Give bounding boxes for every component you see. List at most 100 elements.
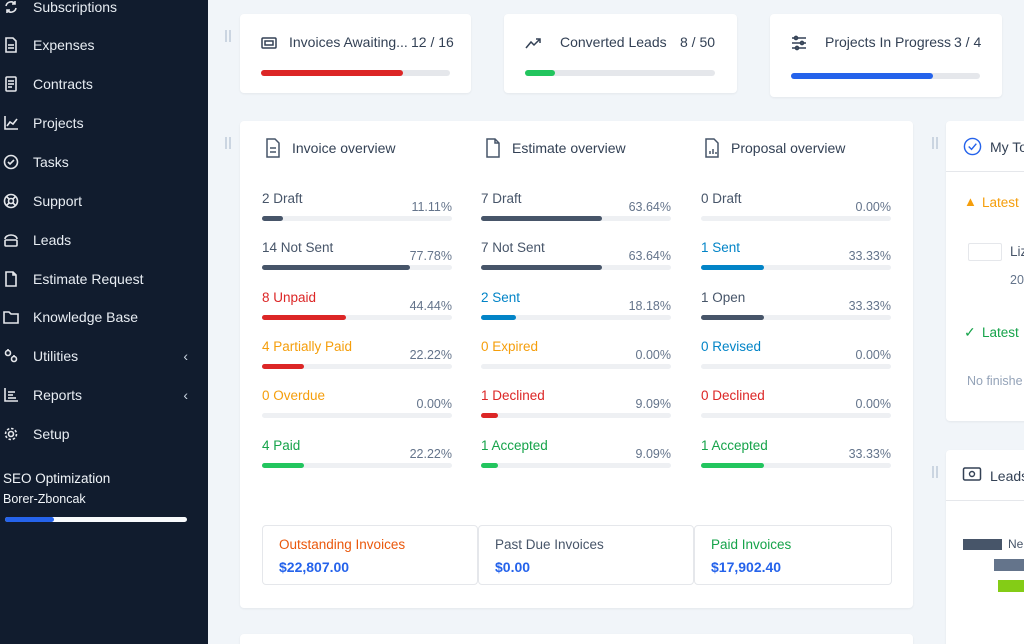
todo-card: My To ▲ Latest Liz 20 ✓ Latest No finish… [946, 121, 1024, 421]
row-label: 0 Expired [481, 339, 539, 354]
row-progress-track [262, 364, 452, 369]
summary-paid-invoices[interactable]: Paid Invoices $17,902.40 [694, 525, 892, 585]
estimate-overview-row[interactable]: 7 Not Sent 63.64% [481, 234, 671, 274]
proposal-overview-title[interactable]: Proposal overview [703, 138, 845, 158]
row-percent: 44.44% [409, 299, 452, 313]
chart-bar [998, 580, 1024, 592]
invoice-overview-title[interactable]: Invoice overview [264, 138, 396, 158]
drag-handle[interactable] [224, 30, 232, 42]
row-label: 7 Not Sent [481, 240, 545, 255]
proposal-overview-row[interactable]: 1 Sent 33.33% [701, 234, 891, 274]
chart-icon [2, 114, 20, 132]
chevron-left-icon[interactable]: ‹ [183, 387, 188, 403]
row-progress-track [701, 463, 891, 468]
row-progress-track [481, 364, 671, 369]
proposal-overview-row[interactable]: 1 Accepted 33.33% [701, 432, 891, 472]
summary-past-due-invoices[interactable]: Past Due Invoices $0.00 [478, 525, 694, 585]
row-progress-fill [481, 463, 499, 468]
row-label: 1 Sent [701, 240, 741, 255]
proposal-overview-row[interactable]: 0 Declined 0.00% [701, 382, 891, 422]
estimate-overview-row[interactable]: 1 Accepted 9.09% [481, 432, 671, 472]
sidebar-item-reports[interactable]: Reports ‹ [0, 380, 208, 410]
summary-value: $22,807.00 [279, 559, 350, 575]
invoice-overview-row[interactable]: 14 Not Sent 77.78% [262, 234, 452, 274]
invoice-overview-row[interactable]: 2 Draft 11.11% [262, 185, 452, 225]
drag-handle[interactable] [224, 137, 232, 149]
todo-item-name[interactable]: Liz [1010, 244, 1024, 259]
estimate-overview-row[interactable]: 1 Declined 9.09% [481, 382, 671, 422]
chart-bar [994, 559, 1024, 571]
invoice-overview-row[interactable]: 0 Overdue 0.00% [262, 382, 452, 422]
drag-handle[interactable] [931, 466, 939, 478]
invoice-overview-row[interactable]: 4 Partially Paid 22.22% [262, 333, 452, 373]
row-label: 1 Accepted [481, 438, 548, 453]
sidebar-item-label: Support [33, 193, 83, 209]
sidebar-item-subscriptions[interactable]: Subscriptions [0, 0, 208, 22]
sidebar-item-projects[interactable]: Projects [0, 108, 208, 138]
row-progress-track [701, 216, 891, 221]
row-percent: 0.00% [855, 200, 891, 214]
sidebar-item-utilities[interactable]: Utilities ‹ [0, 341, 208, 371]
stat-value: 12 / 16 [411, 34, 454, 50]
row-progress-fill [701, 315, 765, 320]
stat-label: Projects In Progress [825, 34, 952, 50]
bottom-card [240, 634, 913, 644]
proposal-overview-row[interactable]: 0 Revised 0.00% [701, 333, 891, 373]
sidebar: Subscriptions Expenses Contracts Projects Ta… [0, 0, 208, 644]
estimate-overview-title[interactable]: Estimate overview [484, 138, 626, 158]
sidebar-item-knowledge-base[interactable]: Knowledge Base [0, 302, 208, 332]
sliders-icon [790, 34, 808, 52]
leads-card: Leads Ne [946, 450, 1024, 644]
invoice-icon [260, 34, 278, 52]
row-progress-track [481, 216, 671, 221]
sidebar-item-setup[interactable]: Setup [0, 419, 208, 449]
proposal-overview-row[interactable]: 1 Open 33.33% [701, 284, 891, 324]
stat-value: 8 / 50 [680, 34, 716, 50]
row-progress-track [262, 265, 452, 270]
row-percent: 22.22% [409, 348, 452, 362]
proposal-overview-row[interactable]: 0 Draft 0.00% [701, 185, 891, 225]
chart-legend-label: Ne [1008, 537, 1024, 551]
summary-label: Paid Invoices [711, 537, 792, 552]
sidebar-item-label: Leads [33, 232, 72, 248]
estimate-overview-row[interactable]: 7 Draft 63.64% [481, 185, 671, 225]
latest-pending-label: Latest [982, 195, 1019, 210]
sidebar-item-expenses[interactable]: Expenses [0, 30, 208, 60]
sidebar-item-tasks[interactable]: Tasks [0, 147, 208, 177]
row-label: 0 Revised [701, 339, 762, 354]
gear-icon [2, 425, 20, 443]
summary-value: $0.00 [495, 559, 531, 575]
sidebar-project-progress [5, 517, 187, 522]
summary-outstanding-invoices[interactable]: Outstanding Invoices $22,807.00 [262, 525, 478, 585]
row-percent: 63.64% [628, 200, 671, 214]
row-percent: 33.33% [848, 447, 891, 461]
row-progress-fill [701, 463, 765, 468]
legend-swatch [963, 539, 1002, 550]
invoice-overview-row[interactable]: 4 Paid 22.22% [262, 432, 452, 472]
summary-value: $17,902.40 [711, 559, 782, 575]
file-icon [2, 270, 20, 288]
todo-checkbox[interactable] [968, 243, 1002, 261]
row-label: 4 Partially Paid [262, 339, 353, 354]
row-label: 8 Unpaid [262, 290, 317, 305]
row-label: 0 Declined [701, 388, 765, 403]
sidebar-item-support[interactable]: Support [0, 186, 208, 216]
sidebar-project-client: Borer-Zboncak [3, 492, 86, 506]
chevron-left-icon[interactable]: ‹ [183, 348, 188, 364]
sidebar-item-leads[interactable]: Leads [0, 225, 208, 255]
check-icon: ✓ [964, 324, 976, 340]
estimate-overview-row[interactable]: 2 Sent 18.18% [481, 284, 671, 324]
drag-handle[interactable] [931, 137, 939, 149]
invoice-overview-label: Invoice overview [292, 140, 396, 156]
sidebar-item-estimate-request[interactable]: Estimate Request [0, 264, 208, 294]
row-percent: 9.09% [635, 397, 671, 411]
sidebar-item-contracts[interactable]: Contracts [0, 69, 208, 99]
stat-value: 3 / 4 [954, 34, 982, 50]
row-progress-track [701, 265, 891, 270]
sidebar-project-name[interactable]: SEO Optimization [3, 471, 111, 486]
row-progress-track [481, 463, 671, 468]
row-progress-fill [262, 265, 410, 270]
stat-card-converted-leads: Converted Leads 8 / 50 [504, 14, 737, 93]
estimate-overview-row[interactable]: 0 Expired 0.00% [481, 333, 671, 373]
invoice-overview-row[interactable]: 8 Unpaid 44.44% [262, 284, 452, 324]
